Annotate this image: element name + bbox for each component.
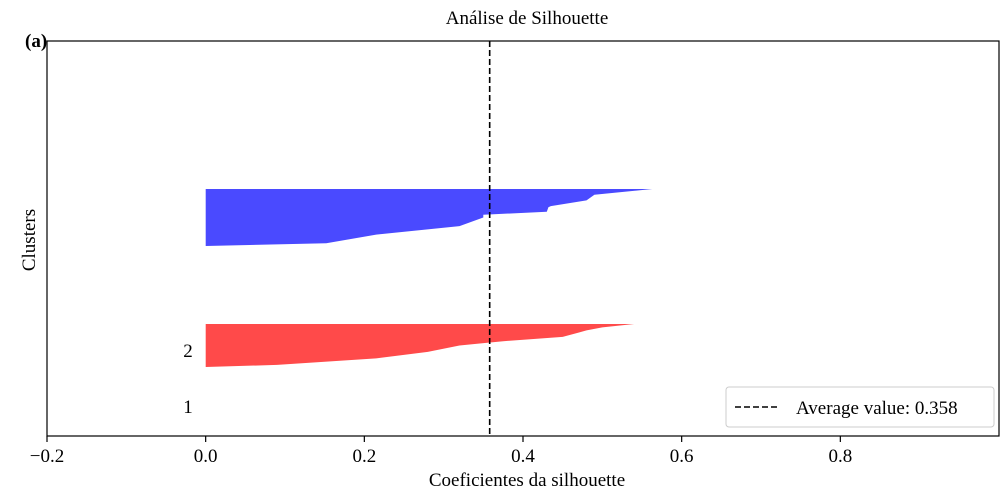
x-tick-label: 0.2	[352, 446, 376, 467]
silhouette-band-cluster-3	[205, 189, 653, 246]
legend: Average value: 0.358	[725, 386, 995, 428]
silhouette-band-cluster-2	[205, 324, 635, 367]
legend-box	[725, 386, 995, 428]
silhouette-bands	[205, 189, 653, 367]
x-axis-ticks: −0.2 0.0 0.2 0.4 0.6 0.8	[30, 436, 852, 467]
cluster-label-2: 2	[183, 341, 193, 362]
x-tick-label: 0.4	[511, 446, 535, 467]
plot-frame	[46, 40, 1000, 437]
legend-label: Average value: 0.358	[796, 398, 958, 419]
x-tick-label: 0.0	[194, 446, 218, 467]
panel-label: (a)	[25, 31, 47, 52]
y-axis-label: Clusters	[19, 209, 40, 271]
cluster-label-1: 1	[183, 397, 193, 418]
chart-title: Análise de Silhouette	[446, 8, 609, 29]
x-tick-label: 0.8	[828, 446, 852, 467]
x-tick-label: −0.2	[30, 446, 64, 467]
x-axis-label: Coeficientes da silhouette	[429, 470, 625, 491]
x-tick-label: 0.6	[670, 446, 694, 467]
